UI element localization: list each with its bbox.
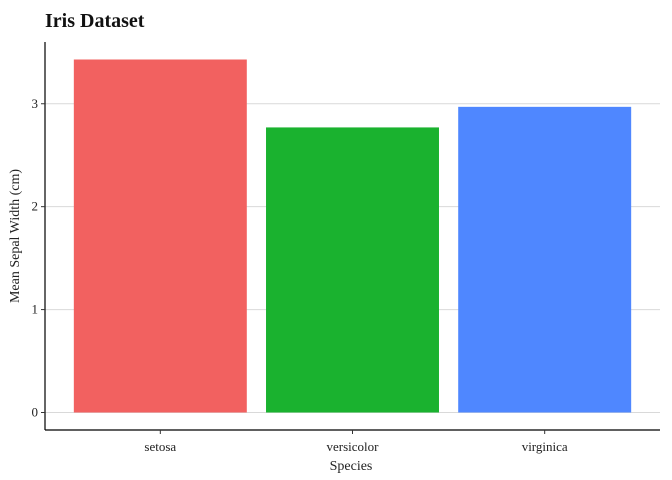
y-tick-layer: 0 1 2 3 (32, 96, 45, 420)
bar-setosa (73, 59, 247, 413)
x-tick-label-versicolor: versicolor (327, 439, 380, 454)
x-tick-layer: setosa versicolor virginica (144, 430, 568, 454)
chart-title: Iris Dataset (45, 10, 145, 32)
bar-virginica (458, 106, 632, 413)
x-axis-title: Species (330, 459, 373, 474)
y-tick-label: 3 (32, 96, 39, 111)
bar-layer (73, 59, 632, 413)
y-tick-label: 2 (32, 199, 39, 214)
x-tick-label-setosa: setosa (144, 439, 176, 454)
y-tick-label: 1 (32, 302, 39, 317)
x-tick-label-virginica: virginica (522, 439, 568, 454)
y-axis-title: Mean Sepal Width (cm) (8, 169, 23, 303)
bar-versicolor (266, 127, 439, 413)
y-tick-label: 0 (32, 405, 39, 420)
